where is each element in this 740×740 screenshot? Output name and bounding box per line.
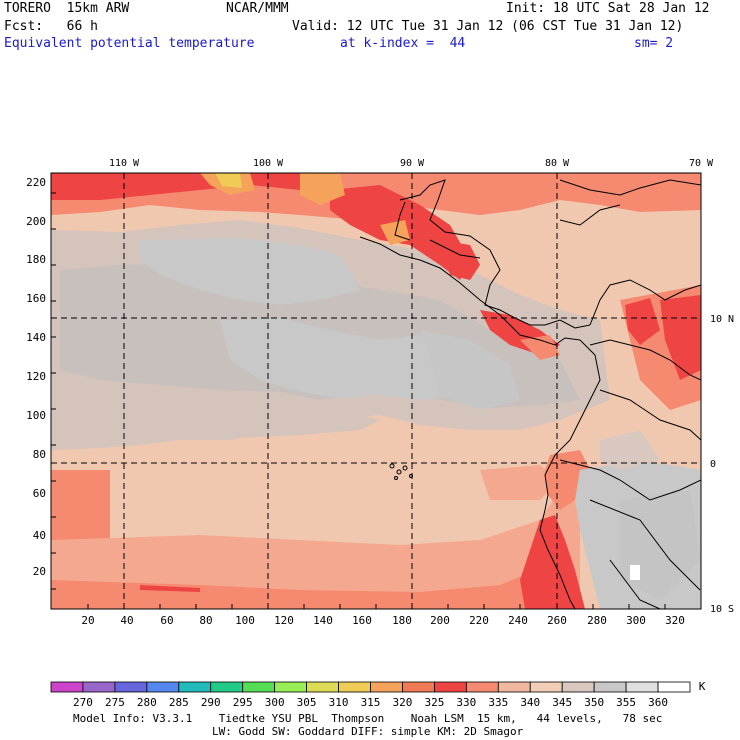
y-tick-labels: 20 40 60 80 100 120 140 160 180 200 220 xyxy=(26,176,46,578)
x-tick: 240 xyxy=(508,614,528,627)
colorbar-label: 335 xyxy=(488,696,508,709)
x-tick: 160 xyxy=(352,614,372,627)
theta-e-field xyxy=(51,173,701,609)
colorbar-swatch xyxy=(657,681,691,693)
x-tick: 100 xyxy=(235,614,255,627)
colorbar-swatch xyxy=(210,681,244,693)
y-tick: 180 xyxy=(26,253,46,266)
lon-label: 70 W xyxy=(689,158,714,169)
colorbar-label: 285 xyxy=(169,696,189,709)
lon-label: 80 W xyxy=(545,158,570,169)
x-tick: 80 xyxy=(199,614,212,627)
x-tick: 20 xyxy=(81,614,94,627)
lon-label: 110 W xyxy=(109,158,140,169)
x-tick: 60 xyxy=(160,614,173,627)
init-label: Init: 18 UTC Sat 28 Jan 12 xyxy=(506,1,710,16)
y-tick: 100 xyxy=(26,409,46,422)
x-tick: 200 xyxy=(430,614,450,627)
colorbar-swatch xyxy=(50,681,84,693)
colorbar-labels: 270 275 280 285 290 295 300 305 310 315 320 325 330 3… xyxy=(73,680,706,709)
kindex-label: at k-index = 44 xyxy=(340,36,466,51)
axis-ticks xyxy=(51,192,666,609)
y-tick: 60 xyxy=(33,487,46,500)
colorbar-label: 290 xyxy=(201,696,221,709)
colorbar-label: 275 xyxy=(105,696,125,709)
y-tick: 40 xyxy=(33,529,46,542)
x-tick-labels: 20 40 60 80 100 120 140 160 180 200 220 … xyxy=(81,614,685,627)
colorbar-swatch xyxy=(178,681,212,693)
y-tick: 140 xyxy=(26,331,46,344)
y-tick: 120 xyxy=(26,370,46,383)
colorbar-label: 315 xyxy=(361,696,381,709)
colorbar-label: 350 xyxy=(584,696,604,709)
x-tick: 320 xyxy=(665,614,685,627)
model-info: Model Info: V3.3.1 Tiedtke YSU PBL Thomp… xyxy=(73,712,663,725)
colorbar-label: 345 xyxy=(552,696,572,709)
x-tick: 220 xyxy=(469,614,489,627)
colorbar xyxy=(50,681,691,693)
colorbar-swatch xyxy=(338,681,371,693)
colorbar-label: 330 xyxy=(456,696,476,709)
colorbar-label: 355 xyxy=(616,696,636,709)
x-tick: 280 xyxy=(587,614,607,627)
model-label: TORERO 15km ARW xyxy=(4,1,130,16)
colorbar-label: 310 xyxy=(329,696,349,709)
colorbar-swatch xyxy=(146,681,180,693)
colorbar-label: 305 xyxy=(297,696,317,709)
y-tick: 20 xyxy=(33,565,46,578)
lon-label: 100 W xyxy=(253,158,284,169)
smoothing-label: sm= 2 xyxy=(634,36,674,51)
colorbar-swatch xyxy=(561,681,595,693)
colorbar-swatch xyxy=(306,681,339,693)
colorbar-swatch xyxy=(82,681,116,693)
lon-labels: 110 W 100 W 90 W 80 W 70 W xyxy=(109,158,714,169)
field-name: Equivalent potential temperature xyxy=(4,36,255,51)
lat-label: 0 xyxy=(710,459,716,470)
colorbar-label: 340 xyxy=(520,696,540,709)
colorbar-label: 360 xyxy=(648,696,668,709)
lat-labels: 10 N 0 10 S xyxy=(710,314,734,615)
colorbar-swatch xyxy=(465,681,499,693)
lon-label: 90 W xyxy=(400,158,425,169)
colorbar-label: 300 xyxy=(265,696,285,709)
colorbar-label: 295 xyxy=(233,696,253,709)
colorbar-label: 325 xyxy=(424,696,444,709)
colorbar-swatch xyxy=(497,681,531,693)
colorbar-label: 320 xyxy=(393,696,413,709)
physics-info: LW: Godd SW: Goddard DIFF: simple KM: 2D… xyxy=(212,725,524,738)
x-tick: 180 xyxy=(392,614,412,627)
colorbar-swatch xyxy=(593,681,627,693)
forecast-hour: Fcst: 66 h xyxy=(4,19,98,34)
y-tick: 200 xyxy=(26,215,46,228)
coastlines xyxy=(359,179,701,609)
colorbar-swatch xyxy=(242,681,276,693)
colorbar-swatch xyxy=(529,681,563,693)
lat-label: 10 N xyxy=(710,314,734,325)
colorbar-unit: K xyxy=(699,680,706,693)
x-tick: 260 xyxy=(547,614,567,627)
x-tick: 140 xyxy=(313,614,333,627)
y-tick: 160 xyxy=(26,292,46,305)
colorbar-swatch xyxy=(625,681,659,693)
colorbar-label: 280 xyxy=(137,696,157,709)
colorbar-swatch xyxy=(433,681,467,693)
y-tick: 220 xyxy=(26,176,46,189)
center-label: NCAR/MMM xyxy=(226,1,289,16)
x-tick: 40 xyxy=(120,614,133,627)
x-tick: 120 xyxy=(274,614,294,627)
x-tick: 300 xyxy=(626,614,646,627)
y-tick: 80 xyxy=(33,448,46,461)
lat-label: 10 S xyxy=(710,604,734,615)
valid-time: Valid: 12 UTC Tue 31 Jan 12 (06 CST Tue … xyxy=(292,19,684,34)
colorbar-swatch xyxy=(402,681,435,693)
colorbar-swatch xyxy=(370,681,403,693)
colorbar-swatch xyxy=(114,681,148,693)
graticule xyxy=(51,173,701,609)
colorbar-label: 270 xyxy=(73,696,93,709)
colorbar-swatch xyxy=(274,681,307,693)
